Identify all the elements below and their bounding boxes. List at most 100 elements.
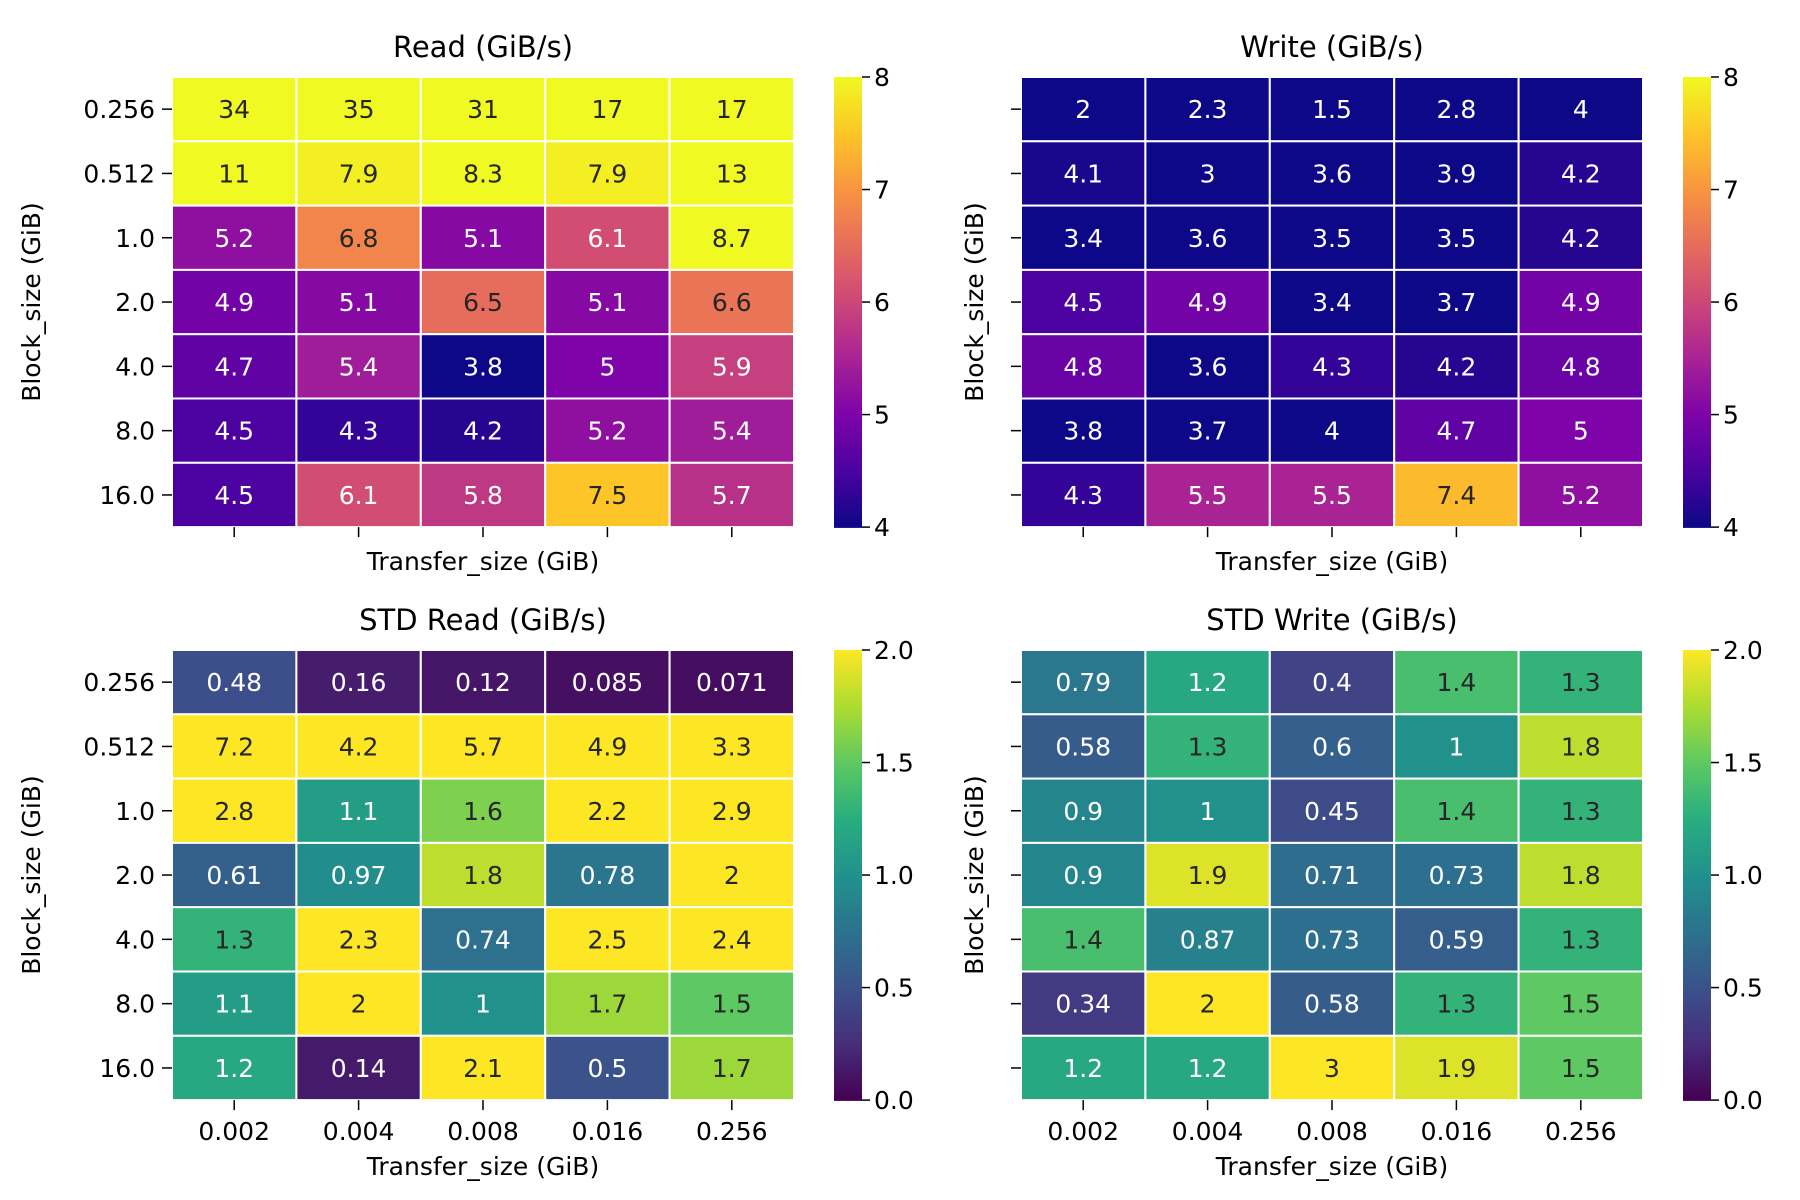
colorbar-segment [1683,766,1711,771]
colorbar-segment [834,972,862,978]
heatmap-cell [668,649,795,716]
heatmap-cell [668,397,795,464]
colorbar-segment [834,717,862,723]
colorbar-segment [1683,268,1711,273]
cell-value-label: 0.9 [1063,861,1103,890]
heatmap-cell [1144,906,1271,973]
colorbar-segment [834,890,862,895]
colorbar-segment [1683,523,1711,528]
colorbar-segment [1683,354,1711,360]
colorbar-segment [1683,182,1711,187]
colorbar-segment [834,354,862,360]
colorbar-segment [1683,1032,1711,1038]
colorbar-segment [834,305,862,311]
colorbar-segment [834,485,862,491]
colorbar-segment [834,1036,862,1041]
colorbar-segment [834,766,862,771]
colorbar-segment [834,470,862,476]
colorbar-segment [834,478,862,483]
cell-value-label: 1.2 [1188,668,1228,697]
colorbar-segment [1683,437,1711,442]
colorbar-segment [1683,863,1711,869]
colorbar-segment [834,137,862,142]
colorbar-segment [1683,414,1711,420]
colorbar-segment [1683,399,1711,405]
colorbar-segment [1683,208,1711,213]
colorbar-segment [834,1073,862,1079]
colorbar-segment [834,1021,862,1026]
cell-value-label: 1.8 [463,861,503,890]
colorbar-segment [1683,777,1711,783]
cell-value-label: 1.4 [1437,668,1477,697]
colorbar-segment [834,871,862,876]
colorbar-segment [834,257,862,262]
colorbar-segment [834,661,862,666]
cell-value-label: 1.6 [463,797,503,826]
colorbar-segment [1683,1010,1711,1015]
colorbar-segment [1683,706,1711,711]
cell-value-label: 1.3 [1561,925,1601,954]
colorbar-segment [834,758,862,764]
colorbar-segment [834,807,862,813]
colorbar-segment [834,140,862,146]
colorbar-segment [834,122,862,127]
colorbar-segment [834,429,862,435]
colorbar-segment [1683,1077,1711,1083]
colorbar-segment [834,938,862,944]
colorbar-segment [834,946,862,951]
cell-value-label: 2 [724,861,740,890]
cell-value-label: 2.9 [712,797,752,826]
heatmap-cell [544,397,671,464]
colorbar-segment [1683,279,1711,285]
colorbar-segment [1683,260,1711,266]
colorbar-segment [834,1006,862,1011]
y-tick-label: 0.256 [83,668,155,697]
heatmap-cell [544,268,671,336]
colorbar-tick-label: 2.0 [874,636,914,665]
colorbar-segment [1683,908,1711,914]
y-tick-label: 16.0 [99,481,155,510]
colorbar-segment [834,287,862,292]
colorbar-segment [834,152,862,157]
colorbar-segment [1683,118,1711,123]
heatmap-cell [1517,970,1644,1037]
cell-value-label: 2.3 [339,925,379,954]
cell-value-label: 1.7 [588,990,628,1019]
cell-value-label: 0.87 [1180,925,1236,954]
colorbar-segment [834,497,862,502]
cell-value-label: 5.1 [463,224,503,253]
panel-title: Write (GiB/s) [1240,30,1424,64]
cell-value-label: 0.58 [1055,732,1111,761]
heatmap-cell [1517,461,1644,529]
colorbar-segment [1683,178,1711,183]
heatmap-cell [1144,140,1271,207]
cell-value-label: 2.4 [712,925,752,954]
colorbar-segment [1683,1036,1711,1041]
colorbar-segment [1683,942,1711,948]
cell-value-label: 2.3 [1188,95,1228,124]
colorbar-segment [1683,107,1711,112]
colorbar-segment [1683,995,1711,1000]
heatmap-cell [1020,397,1147,464]
cell-value-label: 2 [351,990,367,1019]
cell-value-label: 5.5 [1312,481,1352,510]
colorbar-segment [1683,923,1711,929]
colorbar-segment [1683,762,1711,768]
colorbar-segment [1683,998,1711,1004]
colorbar-segment [834,114,862,120]
y-axis-label: Block_size (GiB) [960,775,989,975]
heatmap-cell [171,649,298,716]
cell-value-label: 6.1 [339,481,379,510]
colorbar-segment [834,519,862,525]
colorbar-segment [834,781,862,786]
colorbar-segment [834,886,862,891]
colorbar-segment [834,837,862,843]
colorbar-segment [834,133,862,138]
y-tick-label: 0.512 [83,159,155,188]
cell-value-label: 11 [218,159,250,188]
heatmap-cell [544,204,671,271]
colorbar-segment [834,905,862,910]
cell-value-label: 3.4 [1063,224,1103,253]
heatmap-cell [1517,841,1644,909]
cell-value-label: 3.6 [1188,352,1228,381]
